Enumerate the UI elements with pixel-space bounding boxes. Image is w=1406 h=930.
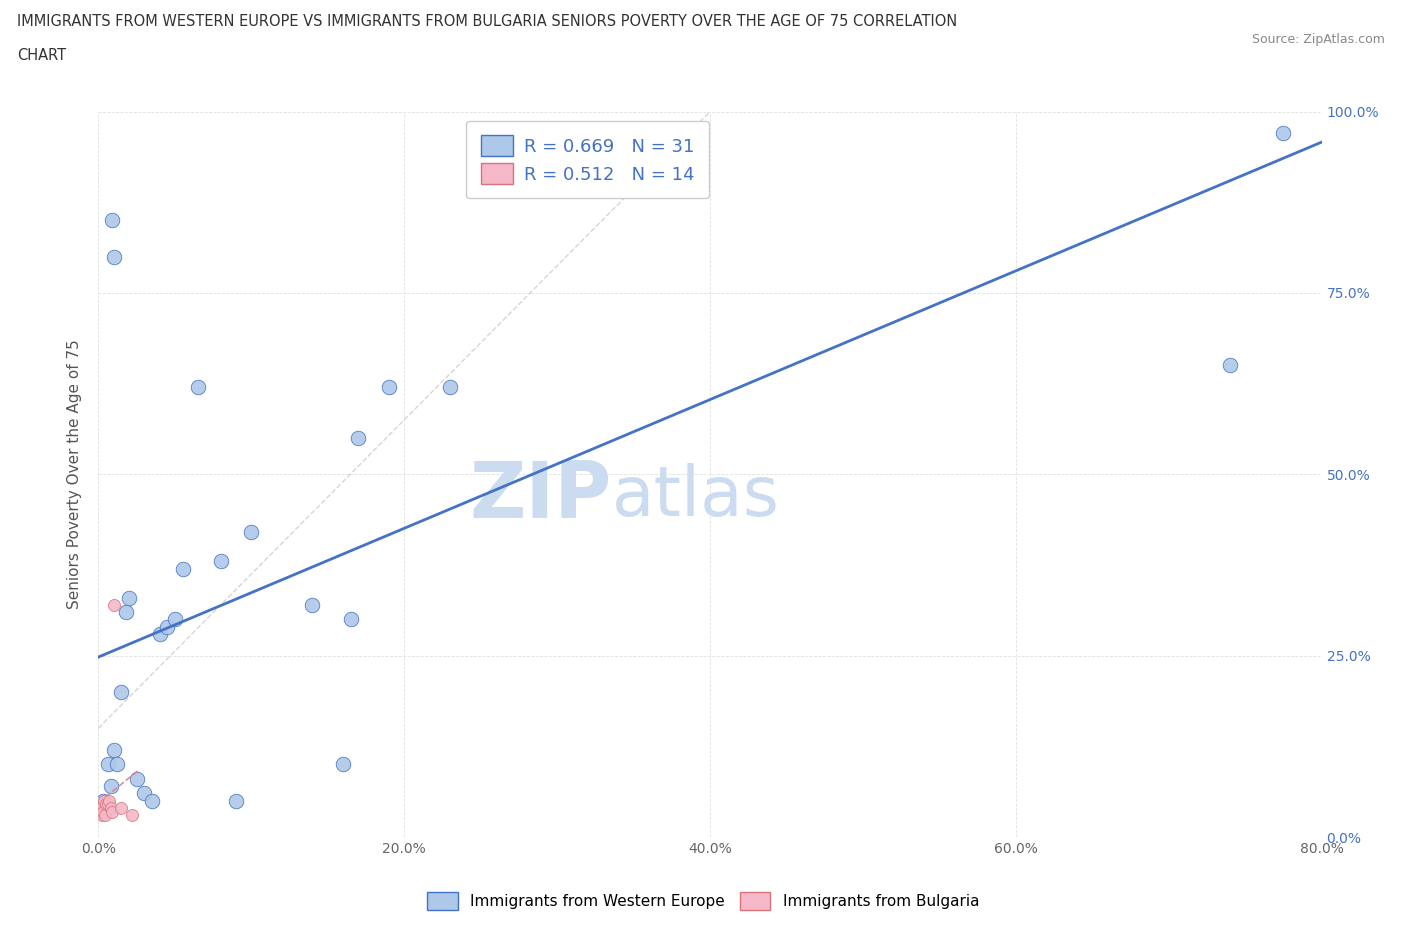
- Point: [339, 612, 361, 627]
- Point: [125, 772, 148, 787]
- Legend: Immigrants from Western Europe, Immigrants from Bulgaria: Immigrants from Western Europe, Immigran…: [419, 884, 987, 918]
- Point: [121, 808, 143, 823]
- Point: [103, 597, 125, 612]
- Point: [347, 431, 370, 445]
- Point: [91, 793, 114, 808]
- Point: [301, 597, 323, 612]
- Point: [172, 561, 194, 576]
- Point: [110, 684, 132, 699]
- Point: [97, 797, 120, 812]
- Point: [332, 757, 354, 772]
- Point: [134, 786, 156, 801]
- Point: [141, 793, 163, 808]
- Point: [378, 379, 401, 394]
- Point: [105, 757, 128, 772]
- Point: [187, 379, 209, 394]
- Point: [89, 801, 111, 816]
- Text: CHART: CHART: [17, 48, 66, 63]
- Point: [101, 213, 124, 228]
- Point: [91, 804, 114, 819]
- Point: [156, 619, 179, 634]
- Point: [97, 757, 120, 772]
- Point: [94, 801, 117, 816]
- Point: [118, 591, 141, 605]
- Point: [149, 627, 172, 642]
- Y-axis label: Seniors Poverty Over the Age of 75: Seniors Poverty Over the Age of 75: [67, 339, 83, 609]
- Point: [101, 804, 124, 819]
- Point: [100, 801, 122, 816]
- Point: [1272, 126, 1295, 140]
- Point: [93, 793, 115, 808]
- Legend: R = 0.669   N = 31, R = 0.512   N = 14: R = 0.669 N = 31, R = 0.512 N = 14: [467, 121, 709, 198]
- Point: [225, 793, 247, 808]
- Point: [93, 808, 115, 823]
- Point: [100, 778, 122, 793]
- Point: [103, 249, 125, 264]
- Point: [623, 155, 645, 170]
- Point: [1219, 358, 1241, 373]
- Point: [439, 379, 461, 394]
- Point: [209, 554, 232, 569]
- Point: [110, 801, 132, 816]
- Point: [163, 612, 186, 627]
- Point: [240, 525, 263, 539]
- Text: ZIP: ZIP: [470, 458, 612, 534]
- Point: [115, 604, 138, 619]
- Point: [103, 742, 125, 757]
- Point: [94, 797, 117, 812]
- Text: IMMIGRANTS FROM WESTERN EUROPE VS IMMIGRANTS FROM BULGARIA SENIORS POVERTY OVER : IMMIGRANTS FROM WESTERN EUROPE VS IMMIGR…: [17, 14, 957, 29]
- Point: [91, 808, 114, 823]
- Text: atlas: atlas: [612, 462, 780, 529]
- Point: [90, 801, 112, 816]
- Point: [98, 793, 121, 808]
- Text: Source: ZipAtlas.com: Source: ZipAtlas.com: [1251, 33, 1385, 46]
